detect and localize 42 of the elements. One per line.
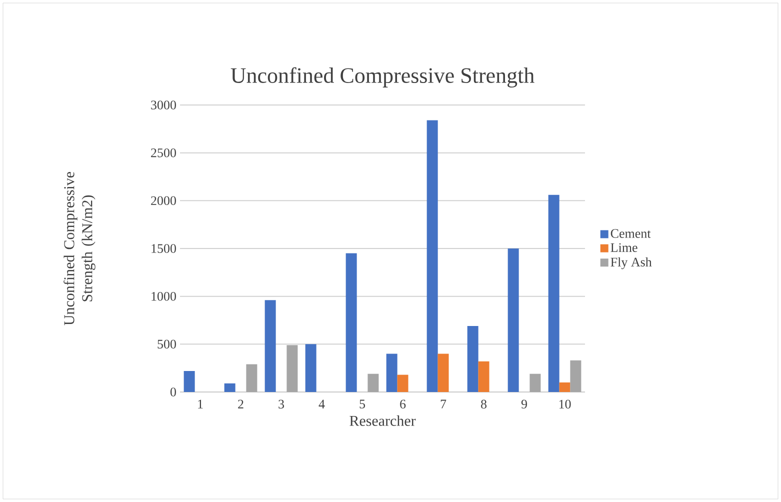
- legend-label: Lime: [610, 243, 638, 252]
- bar: [368, 374, 379, 392]
- bar: [559, 382, 570, 392]
- bar: [397, 374, 408, 392]
- bar: [570, 360, 582, 392]
- x-axis-title: Researcher: [350, 415, 416, 426]
- y-tick-label: 2500: [151, 148, 176, 158]
- bar: [386, 354, 398, 392]
- x-tick-label: 1: [198, 400, 203, 408]
- bar: [246, 364, 258, 392]
- chart-title: Unconfined Compressive Strength: [230, 67, 534, 88]
- x-tick-label: 3: [278, 400, 284, 409]
- legend-label: Cement: [610, 229, 651, 238]
- bar: [467, 326, 478, 392]
- bar: [224, 383, 236, 392]
- y-tick-label: 2000: [151, 196, 176, 206]
- y-tick-label: 1500: [152, 244, 176, 253]
- y-tick-label: 1000: [152, 292, 176, 301]
- bar: [426, 120, 438, 392]
- bar: [286, 345, 298, 392]
- bar: [478, 361, 490, 392]
- y-tick-label: 0: [170, 388, 176, 396]
- bar: [508, 248, 519, 392]
- x-tick-label: 2: [238, 400, 244, 408]
- y-tick-label: 3000: [151, 100, 176, 110]
- x-tick-label: 8: [481, 400, 487, 409]
- x-tick-label: 7: [440, 400, 446, 408]
- y-axis-title: Unconfined Compressive Strength (kN/m2): [64, 172, 96, 326]
- bar: [184, 370, 195, 392]
- bar: [346, 253, 357, 392]
- legend-label: Fly Ash: [610, 257, 652, 270]
- x-tick-label: 4: [318, 400, 325, 408]
- x-tick-label: 6: [400, 400, 406, 409]
- x-tick-label: 5: [360, 400, 366, 408]
- bar: [548, 194, 560, 392]
- y-tick-label: 500: [158, 340, 176, 349]
- x-tick-label: 9: [521, 400, 527, 409]
- bar: [305, 344, 316, 392]
- x-tick-label: 10: [559, 400, 571, 409]
- bar: [438, 354, 449, 392]
- bar: [530, 374, 541, 392]
- bar: [264, 300, 276, 392]
